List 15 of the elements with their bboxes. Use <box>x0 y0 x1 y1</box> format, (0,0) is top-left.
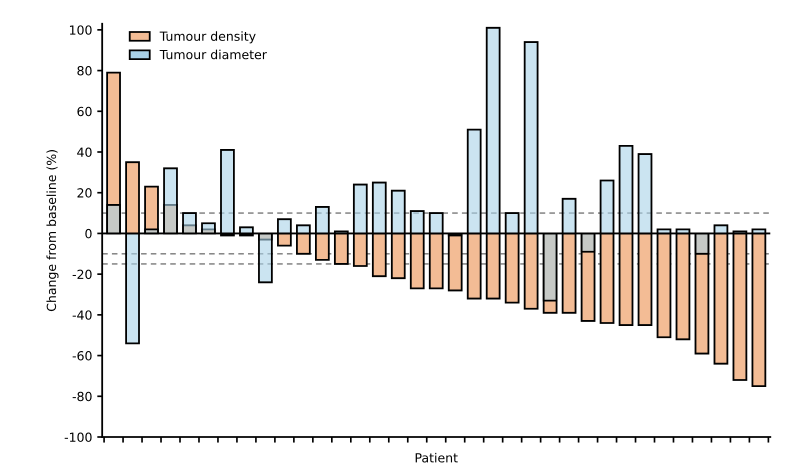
y-tick-label: -40 <box>72 310 92 320</box>
legend-label: Tumour diameter <box>160 50 267 60</box>
y-tick-label: 0 <box>85 228 92 238</box>
y-tick-label: 40 <box>77 147 92 157</box>
y-tick-label: -20 <box>72 270 92 280</box>
y-tick-label: -80 <box>72 392 92 402</box>
y-tick-label: 60 <box>77 106 92 116</box>
legend-label: Tumour density <box>160 31 256 44</box>
y-tick-label: -100 <box>64 432 92 442</box>
y-tick-label: 80 <box>77 66 92 76</box>
y-tick-label: 20 <box>77 188 92 198</box>
y-tick-label: 100 <box>70 25 92 35</box>
y-tick-label: -60 <box>72 351 92 360</box>
x-axis-title: Patient <box>416 452 458 463</box>
y-axis-title: Change from baseline (%) <box>46 150 59 312</box>
